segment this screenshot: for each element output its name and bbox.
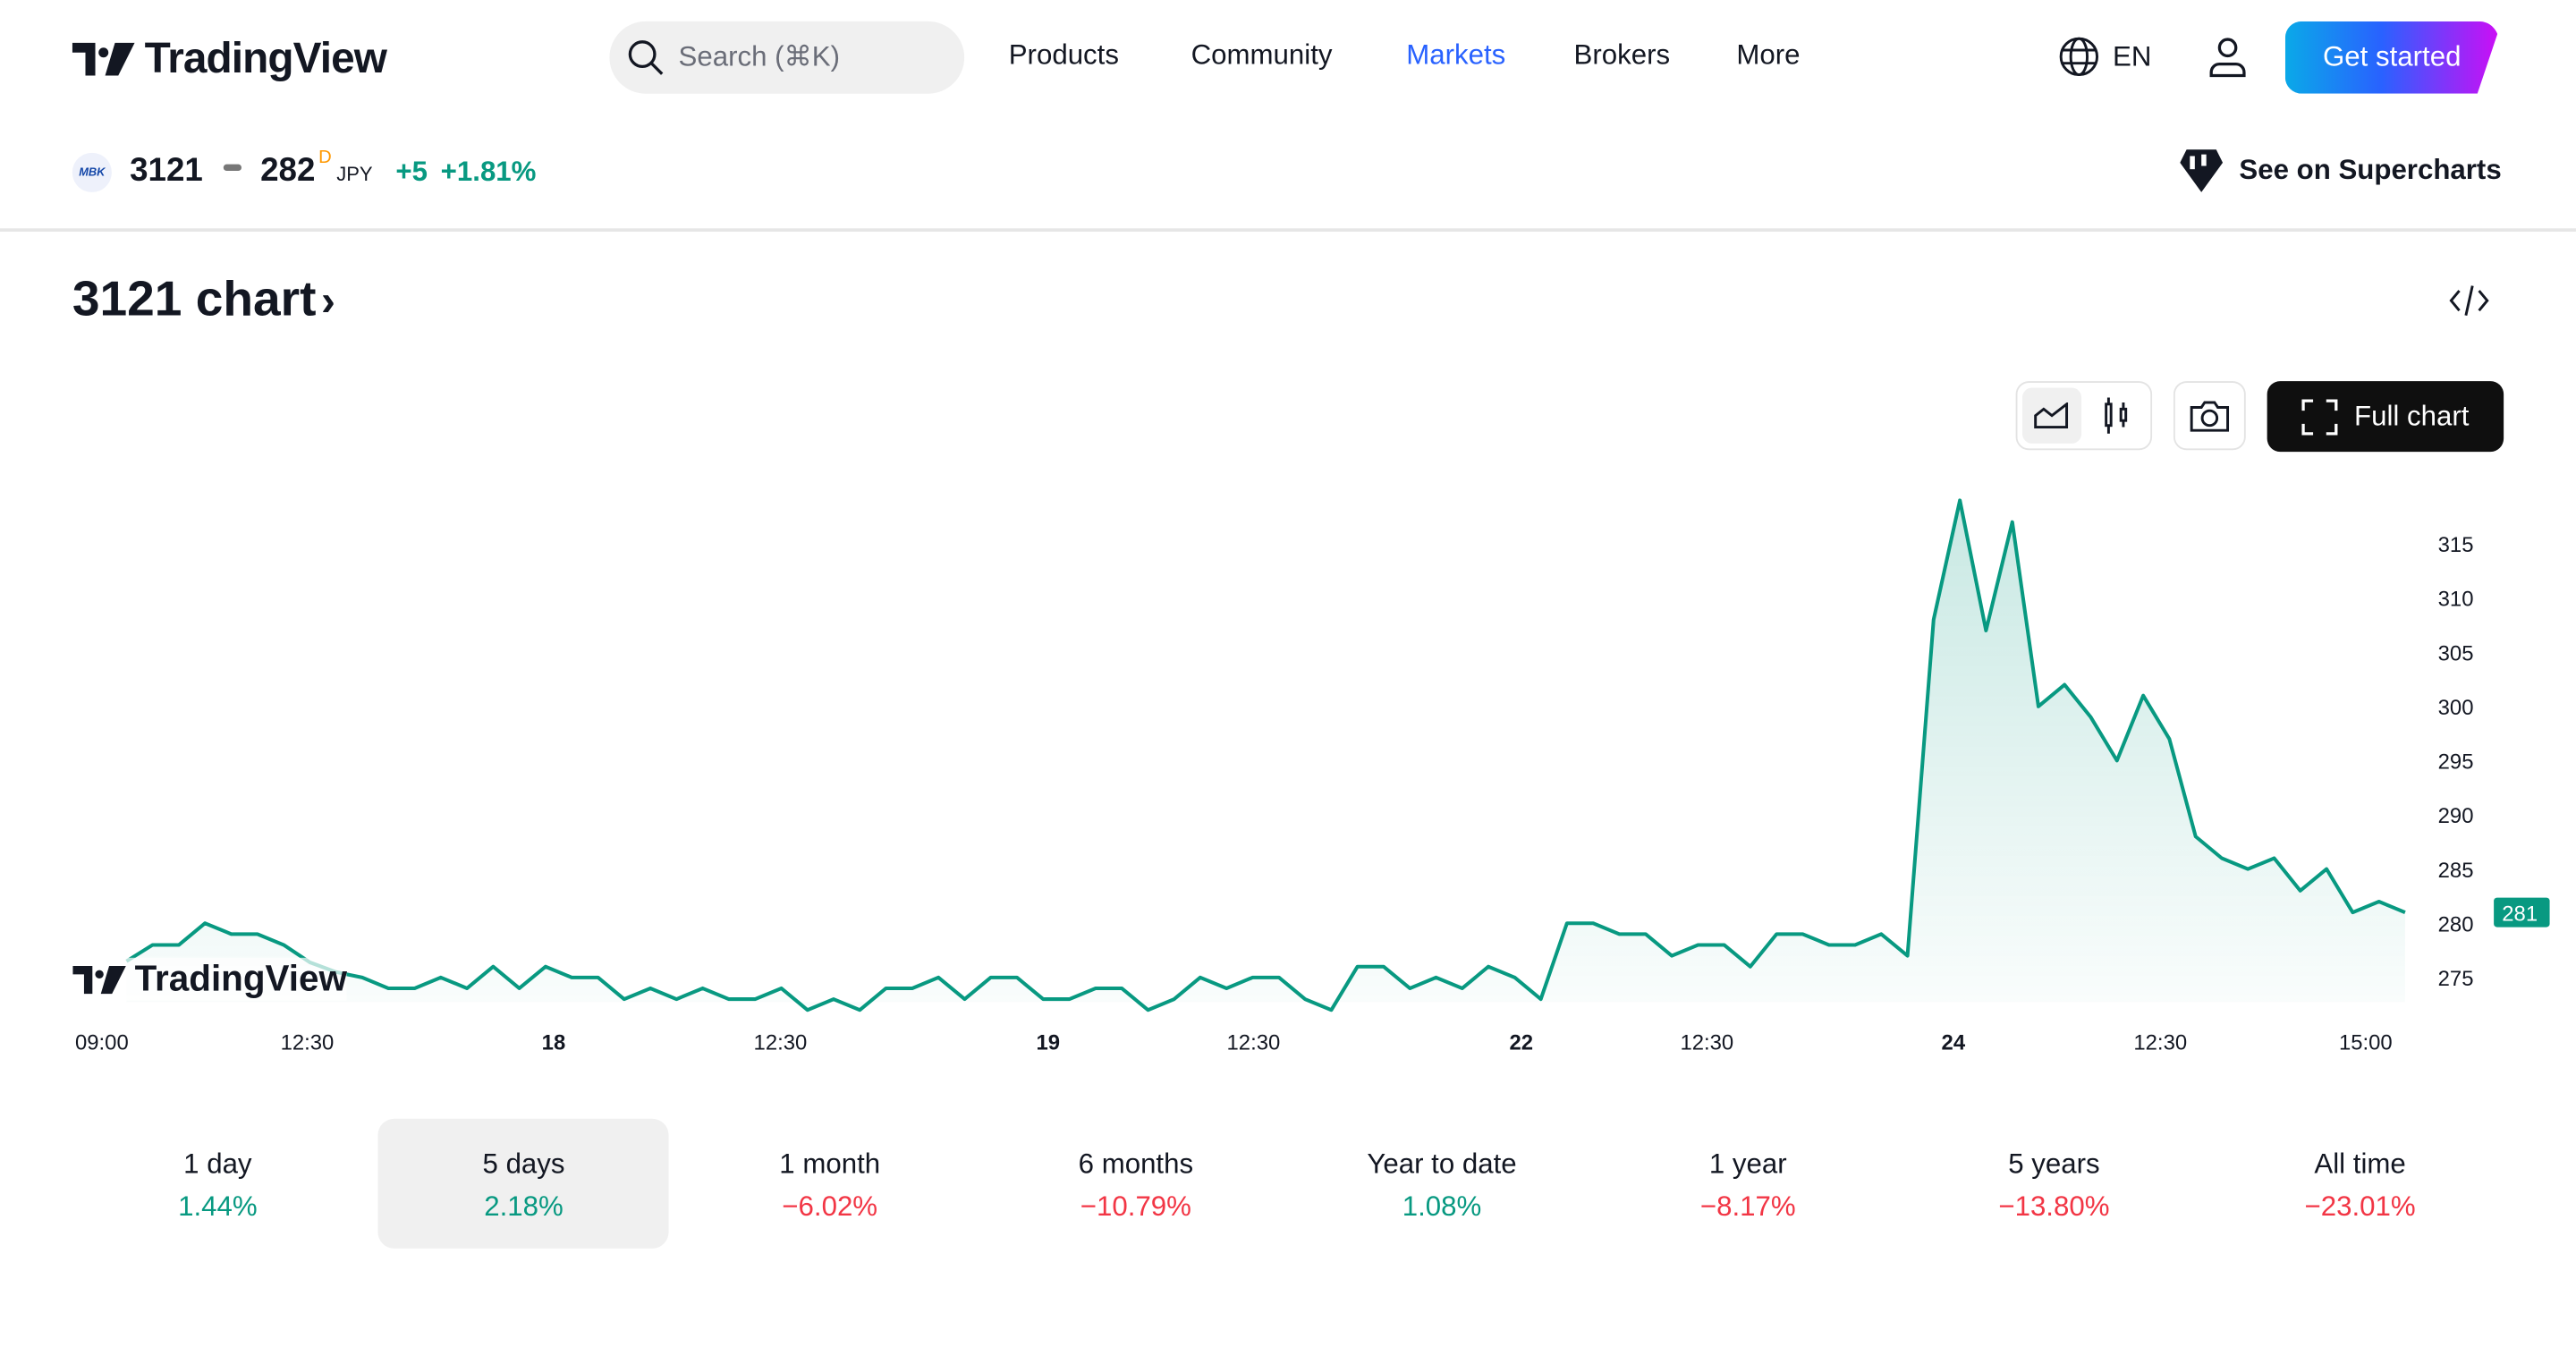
y-tick-label: 280 bbox=[2438, 912, 2474, 936]
area-chart-icon bbox=[2033, 402, 2068, 429]
period-change: −23.01% bbox=[2304, 1190, 2416, 1223]
period-tab-6-months[interactable]: 6 months −10.79% bbox=[990, 1119, 1281, 1249]
watermark-logo: TradingView bbox=[72, 957, 347, 1001]
y-tick-label: 290 bbox=[2438, 804, 2474, 828]
nav-markets[interactable]: Markets bbox=[1406, 39, 1506, 71]
y-tick-label: 300 bbox=[2438, 696, 2474, 720]
last-price-label: 281 bbox=[2502, 902, 2538, 926]
last-price: 282 bbox=[260, 152, 316, 190]
candles-icon bbox=[2105, 397, 2128, 434]
delay-flag: D bbox=[318, 148, 332, 168]
period-label: 1 month bbox=[779, 1148, 881, 1180]
search-icon bbox=[628, 40, 664, 75]
nav-brokers[interactable]: Brokers bbox=[1573, 39, 1671, 71]
camera-icon bbox=[2190, 401, 2230, 432]
period-tab-all-time[interactable]: All time −23.01% bbox=[2215, 1119, 2505, 1249]
period-change: 1.44% bbox=[178, 1190, 258, 1223]
embed-code-icon[interactable] bbox=[2449, 284, 2489, 318]
nav-products[interactable]: Products bbox=[1008, 39, 1119, 71]
x-tick-label: 19 bbox=[1036, 1029, 1061, 1055]
price-change-percent: +1.81% bbox=[440, 156, 537, 188]
period-tab-1-year[interactable]: 1 year −8.17% bbox=[1603, 1119, 1894, 1249]
see-on-supercharts-link[interactable]: See on Supercharts bbox=[2180, 149, 2502, 192]
area-style-button[interactable] bbox=[2021, 387, 2081, 444]
search-placeholder: Search (⌘K) bbox=[678, 40, 841, 72]
fullscreen-icon bbox=[2301, 398, 2338, 435]
y-tick-label: 285 bbox=[2438, 859, 2474, 883]
globe-icon bbox=[2059, 37, 2099, 77]
period-tab-year-to-date[interactable]: Year to date 1.08% bbox=[1297, 1119, 1588, 1249]
x-tick-label: 24 bbox=[1941, 1029, 1966, 1055]
full-chart-button[interactable]: Full chart bbox=[2267, 381, 2504, 453]
x-tick-label: 22 bbox=[1509, 1029, 1534, 1055]
nav-community[interactable]: Community bbox=[1191, 39, 1333, 71]
brand-name: TradingView bbox=[144, 32, 387, 82]
x-tick-label: 18 bbox=[541, 1029, 566, 1055]
period-tab-5-days[interactable]: 5 days 2.18% bbox=[377, 1118, 670, 1249]
chart-title-link[interactable]: 3121 chart › bbox=[72, 273, 335, 328]
snapshot-button[interactable] bbox=[2173, 381, 2246, 451]
supercharts-icon bbox=[2180, 149, 2224, 192]
header-divider bbox=[0, 228, 2576, 232]
x-tick-label: 12:30 bbox=[280, 1029, 335, 1055]
period-change: 2.18% bbox=[484, 1190, 564, 1223]
chart-style-toggle bbox=[2015, 381, 2153, 451]
tradingview-watermark-icon bbox=[72, 965, 126, 994]
x-tick-label: 12:30 bbox=[1680, 1029, 1734, 1055]
period-label: All time bbox=[2314, 1148, 2406, 1180]
y-tick-label: 315 bbox=[2438, 533, 2474, 557]
y-tick-label: 295 bbox=[2438, 750, 2474, 775]
x-tick-label: 12:30 bbox=[753, 1029, 808, 1055]
user-icon[interactable] bbox=[2208, 36, 2248, 79]
period-change: −8.17% bbox=[1699, 1190, 1796, 1223]
price-area-fill bbox=[126, 500, 2405, 1011]
period-tab-5-years[interactable]: 5 years −13.80% bbox=[1909, 1119, 2199, 1249]
supercharts-label: See on Supercharts bbox=[2239, 154, 2502, 186]
x-tick-label: 15:00 bbox=[2338, 1029, 2393, 1055]
symbol-logo: MBK bbox=[72, 152, 112, 192]
period-label: 6 months bbox=[1078, 1148, 1194, 1180]
period-change: −13.80% bbox=[1998, 1190, 2110, 1223]
get-started-button[interactable]: Get started bbox=[2284, 21, 2499, 94]
period-tab-1-day[interactable]: 1 day 1.44% bbox=[72, 1119, 363, 1249]
nav-more[interactable]: More bbox=[1736, 39, 1801, 71]
separator-dash bbox=[222, 164, 242, 172]
full-chart-label: Full chart bbox=[2354, 400, 2470, 432]
ticker[interactable]: 3121 bbox=[130, 152, 203, 190]
period-change: 1.08% bbox=[1402, 1190, 1482, 1223]
language-label: EN bbox=[2112, 39, 2152, 72]
period-change: −6.02% bbox=[782, 1190, 878, 1223]
chart-title: 3121 chart bbox=[72, 272, 317, 327]
x-tick-label: 12:30 bbox=[2133, 1029, 2188, 1055]
tradingview-logo[interactable]: TradingView bbox=[72, 32, 387, 84]
price-change: +5 bbox=[395, 156, 428, 188]
period-label: 1 day bbox=[183, 1148, 252, 1180]
candles-style-button[interactable] bbox=[2088, 387, 2146, 443]
y-tick-label: 305 bbox=[2438, 641, 2474, 665]
search-input[interactable]: Search (⌘K) bbox=[609, 21, 965, 94]
price-chart[interactable]: 275 280 285 290 295 300 305 310 315 281 bbox=[0, 460, 2576, 1068]
language-button[interactable]: EN bbox=[2058, 36, 2151, 77]
period-label: 5 days bbox=[482, 1148, 565, 1180]
period-label: 1 year bbox=[1708, 1148, 1787, 1180]
period-label: 5 years bbox=[2008, 1148, 2100, 1180]
chevron-right-icon: › bbox=[320, 275, 335, 326]
tradingview-logo-icon bbox=[72, 41, 135, 75]
last-price-marker bbox=[2494, 897, 2550, 928]
watermark-text: TradingView bbox=[134, 957, 347, 999]
y-tick-label: 310 bbox=[2438, 588, 2474, 612]
currency: JPY bbox=[336, 162, 373, 186]
period-label: Year to date bbox=[1367, 1148, 1517, 1180]
period-change: −10.79% bbox=[1080, 1190, 1191, 1223]
x-tick-label: 09:00 bbox=[74, 1029, 129, 1055]
x-tick-label: 12:30 bbox=[1226, 1029, 1281, 1055]
price-line bbox=[125, 498, 2406, 1012]
period-tab-1-month[interactable]: 1 month −6.02% bbox=[684, 1119, 975, 1249]
y-tick-label: 275 bbox=[2438, 967, 2474, 991]
